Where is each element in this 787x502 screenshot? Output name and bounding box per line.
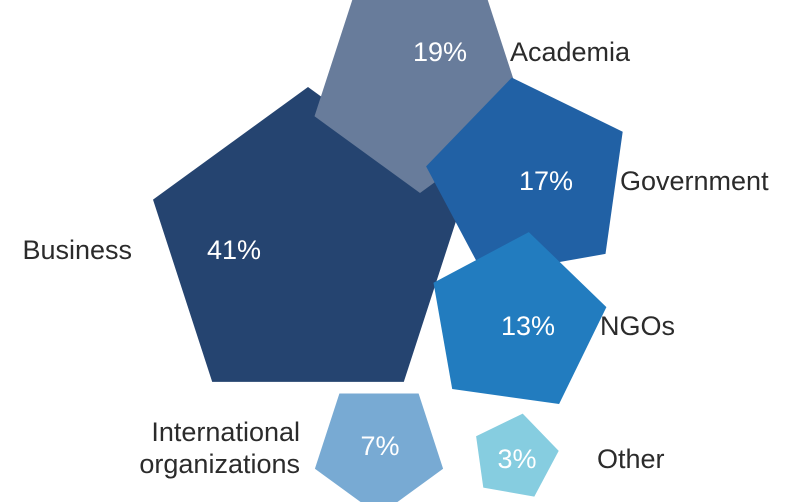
pentagon-intl-orgs — [314, 393, 444, 502]
category-labels: Business Academia Government NGOs Internatio… — [22, 37, 769, 479]
category-label-business: Business — [22, 235, 132, 265]
value-label-business: 41% — [207, 235, 261, 265]
value-labels: 41% 19% 17% 13% 7% 3% — [207, 37, 573, 474]
category-label-intl-orgs: International organizations — [139, 417, 300, 479]
value-label-government: 17% — [519, 166, 573, 196]
category-label-government: Government — [620, 166, 769, 196]
category-label-ngos: NGOs — [600, 311, 675, 341]
category-label-other: Other — [597, 444, 665, 474]
category-label-academia: Academia — [510, 37, 631, 67]
pentagon-shapes — [153, 0, 623, 502]
pentagon-other — [476, 413, 559, 497]
value-label-intl-orgs: 7% — [360, 431, 399, 461]
value-label-ngos: 13% — [501, 311, 555, 341]
pentagon-ngos — [433, 232, 607, 404]
pentagon-government — [426, 77, 623, 276]
value-label-other: 3% — [497, 444, 536, 474]
value-label-academia: 19% — [413, 37, 467, 67]
